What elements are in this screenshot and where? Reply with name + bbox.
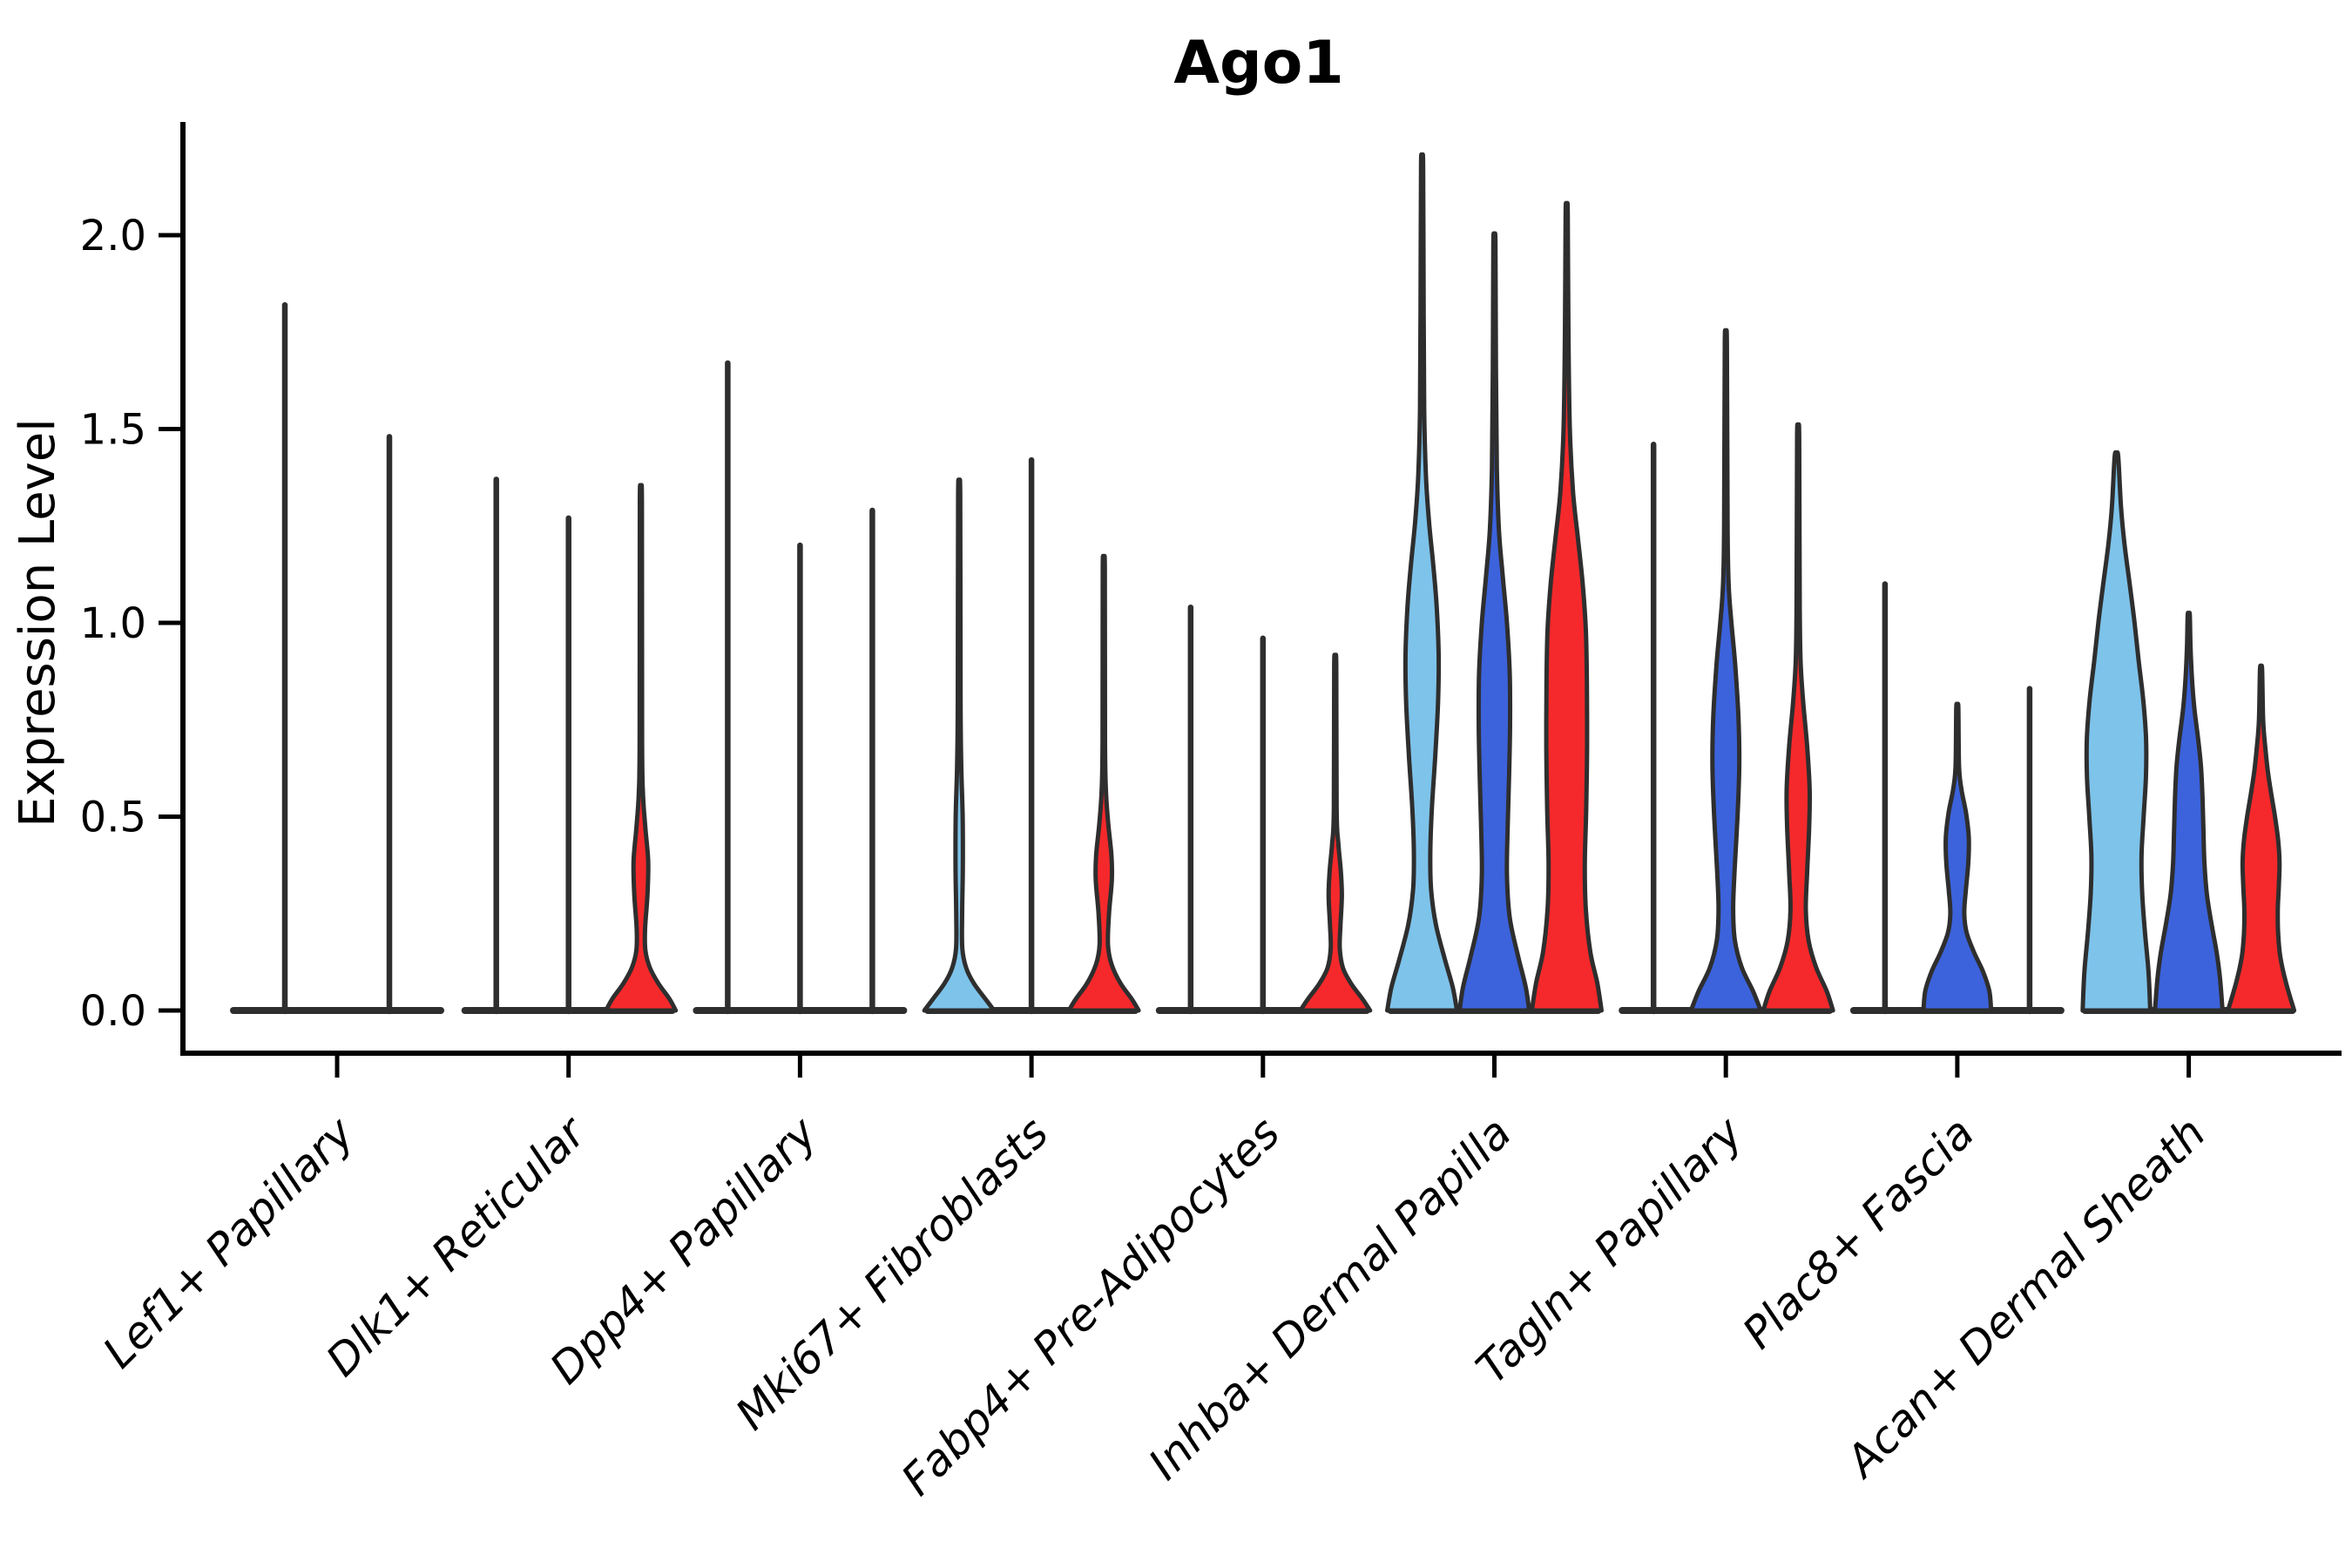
violin-group	[461, 476, 679, 1015]
violin-body	[1921, 701, 1994, 1013]
violin-group	[1619, 328, 1835, 1015]
x-tick-label: Fabp4+ Pre-Adipocytes	[892, 1107, 1290, 1505]
violin-body	[2080, 449, 2153, 1013]
zero-baseline	[230, 1007, 444, 1014]
violin-group	[922, 456, 1141, 1015]
violin-group	[1385, 152, 1604, 1014]
violin-group	[1155, 604, 1373, 1015]
violin-body	[2153, 611, 2225, 1013]
violin-body	[1761, 422, 1835, 1013]
x-tick-label: Lef1+ Papillary	[93, 1106, 364, 1377]
violin-body	[1457, 231, 1531, 1013]
violin-body	[604, 483, 679, 1013]
violin-body	[1530, 200, 1604, 1013]
chart-title: Ago1	[1173, 29, 1343, 98]
violin-group	[2080, 449, 2297, 1014]
y-tick-label: 2.0	[80, 212, 146, 260]
violin-body	[1688, 328, 1763, 1013]
violin-group	[1849, 581, 2065, 1015]
y-tick-label: 1.5	[80, 406, 146, 455]
y-axis-label: Expression Level	[10, 418, 66, 828]
y-tick-label: 0.0	[80, 987, 146, 1036]
violin-body	[1385, 152, 1459, 1013]
violin-body	[922, 477, 997, 1013]
violin-body	[1298, 652, 1373, 1013]
violin-layer	[230, 152, 2297, 1015]
x-tick-label: Plac8+ Fascia	[1733, 1107, 1984, 1358]
y-tick-label: 1.0	[80, 599, 146, 648]
violin-body	[1066, 553, 1141, 1013]
violin-group	[230, 301, 444, 1015]
y-tick-label: 0.5	[80, 794, 146, 842]
violin-group	[693, 360, 908, 1015]
violin-body	[2226, 663, 2297, 1013]
